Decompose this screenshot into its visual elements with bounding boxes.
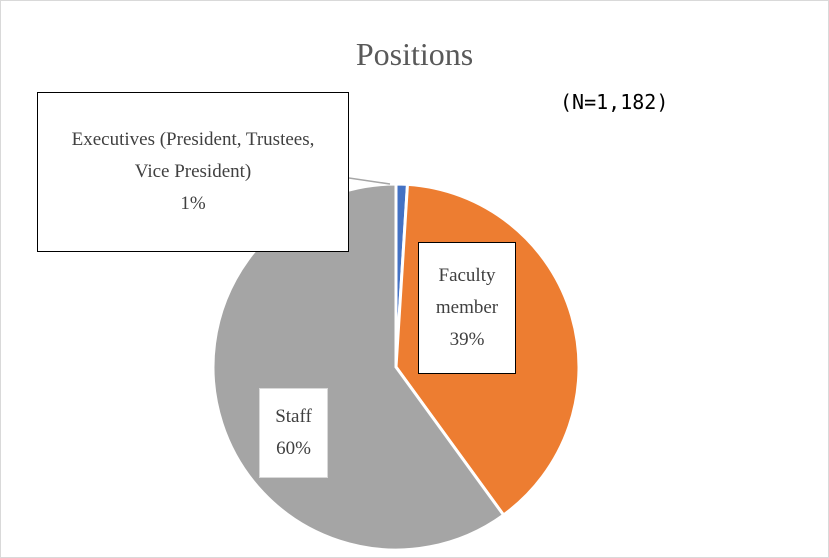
- data-label: Executives (President, Trustees, Vice Pr…: [37, 92, 349, 252]
- value-label: 39%: [449, 329, 485, 350]
- data-label: Faculty member 39%: [418, 242, 516, 374]
- annotation: (N=1,182): [560, 90, 669, 114]
- data-label: Staff 60%: [259, 388, 328, 478]
- leader-line: [348, 177, 391, 185]
- value-label: 1%: [180, 193, 206, 214]
- category-label: Executives (President, Trustees, Vice Pr…: [71, 129, 315, 182]
- chart-title: Positions: [355, 36, 474, 72]
- category-label: Faculty member: [435, 265, 499, 318]
- value-label: 60%: [276, 438, 311, 459]
- category-label: Staff: [275, 406, 312, 427]
